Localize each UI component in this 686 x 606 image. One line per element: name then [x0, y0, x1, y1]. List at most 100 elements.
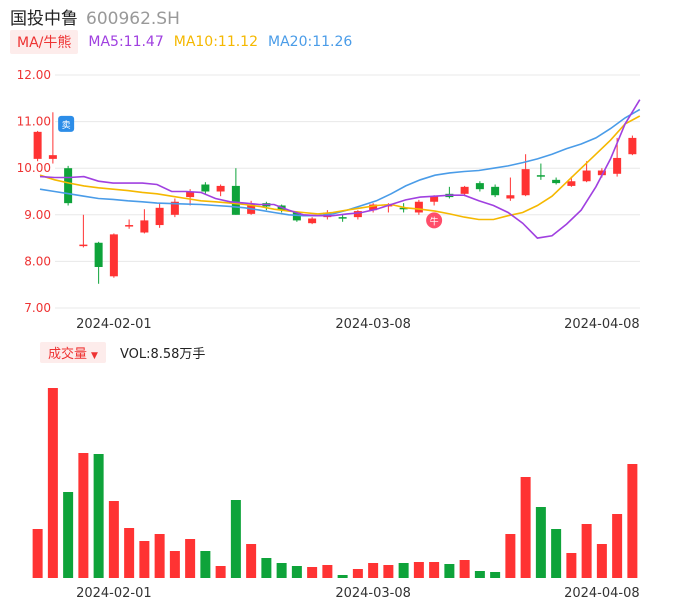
volume-bar — [368, 563, 379, 578]
candle-body — [552, 179, 561, 184]
candle-body — [536, 175, 545, 177]
volume-bar — [93, 454, 104, 578]
price-date-axis: 2024-02-01 2024-03-08 2024-04-08 — [76, 317, 640, 332]
y-tick-label: 7.00 — [24, 301, 51, 315]
candle-body — [155, 207, 164, 226]
candle — [33, 130, 42, 162]
volume-bar — [215, 566, 226, 578]
volume-bar — [47, 388, 58, 578]
volume-bar — [535, 507, 546, 578]
stock-code: 600962.SH — [86, 9, 180, 29]
sell-marker[interactable]: 卖 — [58, 115, 75, 132]
volume-bar — [337, 575, 348, 578]
candle — [414, 199, 423, 215]
caret-down-icon: ▼ — [91, 350, 98, 361]
volume-bar — [413, 562, 424, 578]
y-tick-label: 12.00 — [17, 68, 51, 82]
buy-marker-badge — [426, 212, 443, 229]
volume-bar — [383, 565, 394, 578]
volume-bar — [307, 567, 318, 578]
volume-bar — [490, 572, 501, 578]
candle — [125, 219, 134, 229]
candle-body — [491, 186, 500, 196]
buy-marker[interactable]: 牛 — [426, 212, 443, 229]
candle-body — [48, 155, 57, 159]
candle-body — [201, 184, 210, 192]
candle-body — [369, 204, 378, 211]
candle-body — [567, 181, 576, 186]
volume-bar — [169, 551, 180, 578]
x-tick-label: 2024-04-08 — [564, 586, 640, 601]
volume-bar — [32, 529, 43, 578]
volume-bar — [246, 544, 257, 578]
candle — [628, 135, 637, 156]
sell-marker-badge — [58, 115, 75, 132]
candle-body — [170, 201, 179, 215]
candle-body — [506, 195, 515, 199]
candle-body — [414, 201, 423, 213]
candle — [353, 210, 362, 220]
price-axis: 12.00 11.00 10.00 9.00 8.00 7.00 — [17, 68, 51, 315]
x-tick-label: 2024-04-08 — [564, 317, 640, 332]
volume-bar — [154, 534, 165, 578]
candle-body — [597, 170, 606, 176]
x-tick-label: 2024-02-01 — [76, 586, 152, 601]
volume-bar — [505, 534, 516, 578]
y-tick-label: 8.00 — [24, 254, 51, 268]
volume-bar — [276, 563, 287, 578]
candle-body — [231, 185, 240, 215]
candle-body — [109, 234, 118, 277]
candle — [338, 214, 347, 222]
buy-marker-label: 牛 — [430, 215, 439, 227]
volume-indicator-label: 成交量 — [48, 346, 88, 362]
candle-body — [460, 186, 469, 194]
candle — [170, 198, 179, 218]
candle — [552, 177, 561, 185]
candle — [64, 165, 73, 206]
volume-bar — [581, 524, 592, 578]
ma10-line — [39, 115, 641, 221]
ma-lines — [39, 99, 641, 239]
sell-marker-label: 卖 — [62, 120, 71, 131]
candle-body — [338, 217, 347, 219]
candle-body — [292, 212, 301, 221]
ma5-line — [39, 99, 641, 239]
candle-body — [430, 196, 439, 202]
ma-toggle-button[interactable]: MA/牛熊 — [10, 30, 79, 54]
volume-bar — [185, 539, 196, 578]
candle-body — [613, 157, 622, 174]
volume-bar — [444, 564, 455, 578]
volume-bar — [291, 566, 302, 578]
candle — [506, 177, 515, 201]
candle-body — [33, 131, 42, 159]
candle — [308, 217, 317, 225]
price-grid — [55, 74, 640, 309]
ma5-label: MA5:11.47 — [88, 34, 164, 50]
candle — [155, 203, 164, 228]
x-tick-label: 2024-02-01 — [76, 317, 152, 332]
volume-bar — [398, 563, 409, 578]
candle — [445, 186, 454, 199]
candle — [491, 184, 500, 198]
volume-indicator-dropdown[interactable]: 成交量 ▼ — [40, 341, 106, 363]
candle-body — [140, 220, 149, 233]
volume-bar — [627, 464, 638, 578]
candle — [475, 181, 484, 192]
ma-legend: MA/牛熊 MA5:11.47 MA10:11.12 MA20:11.26 — [10, 30, 352, 54]
x-tick-label: 2024-03-08 — [335, 317, 411, 332]
volume-legend: 成交量 ▼ VOL:8.58万手 — [40, 341, 206, 363]
volume-bar — [108, 501, 119, 578]
candle-body — [521, 169, 530, 196]
candle-body — [94, 242, 103, 267]
volume-bar — [322, 565, 333, 578]
candle — [460, 185, 469, 197]
volume-value: VOL:8.58万手 — [119, 346, 206, 362]
candle — [369, 203, 378, 213]
volume-bar — [139, 541, 150, 578]
candle — [94, 241, 103, 284]
volume-bar — [124, 528, 135, 578]
stock-name: 国投中鲁 — [10, 9, 78, 29]
candle-body — [628, 137, 637, 155]
candle — [79, 214, 88, 248]
